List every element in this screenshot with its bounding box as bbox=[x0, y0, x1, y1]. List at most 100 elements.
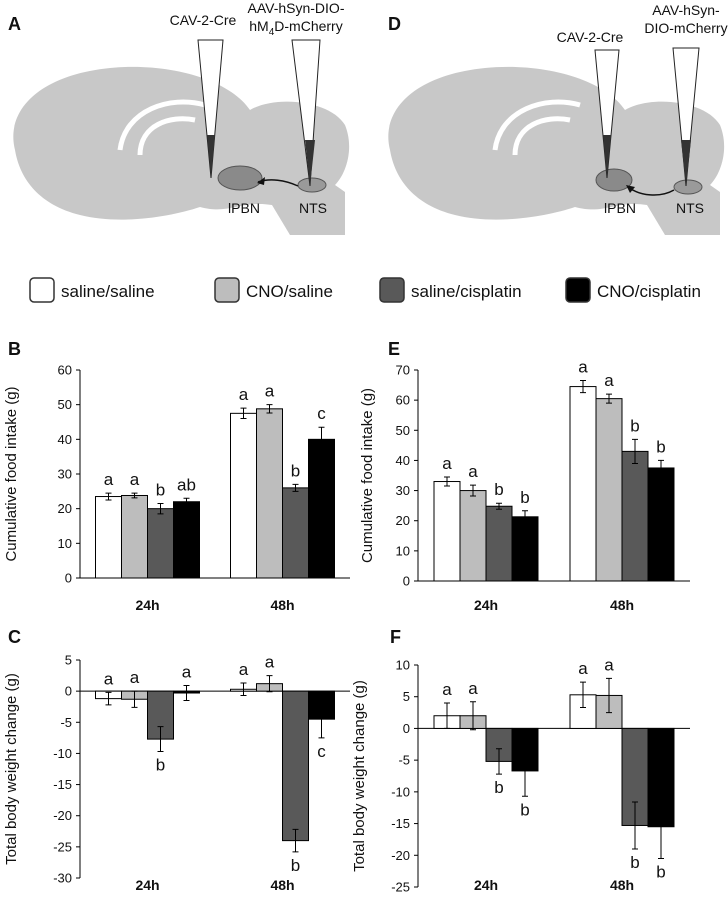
bar bbox=[95, 496, 122, 579]
error-bar bbox=[580, 380, 586, 394]
y-tick-label: 20 bbox=[58, 501, 72, 516]
bar bbox=[511, 516, 539, 582]
significance-letter: a bbox=[104, 470, 114, 489]
error-bar bbox=[240, 407, 247, 420]
y-tick-label: 40 bbox=[396, 453, 410, 468]
significance-letter: a bbox=[468, 679, 478, 698]
bar bbox=[647, 467, 675, 582]
error-bar bbox=[658, 459, 664, 476]
bar bbox=[308, 438, 335, 579]
panel-label: B bbox=[8, 339, 21, 359]
bar bbox=[485, 505, 513, 582]
bar bbox=[256, 408, 283, 579]
y-tick-label: 30 bbox=[396, 483, 410, 498]
pipette-label: AAV-hSyn- bbox=[652, 2, 720, 18]
pipette-tip bbox=[681, 140, 691, 186]
y-axis-label: Cumulative food intake (g) bbox=[3, 386, 20, 561]
error-bar bbox=[318, 426, 325, 452]
error-bar bbox=[522, 510, 528, 524]
y-tick-label: -25 bbox=[53, 839, 72, 854]
error-bar bbox=[105, 492, 112, 501]
error-bar bbox=[157, 726, 164, 753]
region-label: NTS bbox=[676, 200, 704, 216]
y-tick-label: -5 bbox=[60, 715, 72, 730]
label-part: D-mCherry bbox=[274, 18, 342, 34]
bar bbox=[459, 490, 487, 582]
significance-letter: a bbox=[130, 470, 140, 489]
y-tick-label: -30 bbox=[53, 871, 72, 886]
y-tick-label: 10 bbox=[396, 543, 410, 558]
region-label: lPBN bbox=[228, 200, 260, 216]
error-bar bbox=[266, 675, 273, 693]
legend-swatch bbox=[214, 277, 240, 303]
error-bar bbox=[658, 794, 664, 859]
error-bar bbox=[105, 691, 112, 706]
x-tick-label: 48h bbox=[610, 597, 634, 613]
region bbox=[297, 177, 327, 193]
bar bbox=[569, 386, 597, 582]
pipette-label: CAV-2-Cre bbox=[557, 29, 624, 45]
x-tick-label: 24h bbox=[474, 877, 498, 893]
y-tick-label: -20 bbox=[391, 848, 410, 863]
panel-label: A bbox=[8, 14, 21, 34]
x-tick-label: 48h bbox=[610, 877, 634, 893]
region bbox=[673, 179, 703, 195]
y-axis-label: Cumulative food intake (g) bbox=[359, 388, 376, 563]
legend: saline/saline CNO/saline saline/cisplatin C… bbox=[29, 277, 701, 303]
significance-letter: a bbox=[104, 669, 114, 688]
significance-letter: b bbox=[630, 853, 639, 872]
significance-letter: b bbox=[520, 800, 529, 819]
pipette-label: hM4D-mCherry bbox=[249, 18, 342, 38]
y-tick-label: 50 bbox=[396, 423, 410, 438]
significance-letter: b bbox=[520, 488, 529, 507]
error-bar bbox=[131, 690, 138, 708]
y-tick-label: -10 bbox=[391, 784, 410, 799]
error-bar bbox=[444, 476, 450, 487]
legend-swatch bbox=[379, 277, 405, 303]
brain bbox=[388, 66, 725, 235]
significance-letter: b bbox=[494, 778, 503, 797]
panel-label: C bbox=[8, 627, 21, 647]
brain-fold bbox=[492, 99, 581, 156]
y-tick-label: 40 bbox=[58, 432, 72, 447]
diagram-a: A CAV-2-Cre AAV-hSyn-DIO- hM4D-mCherry l… bbox=[8, 0, 350, 235]
significance-letter: b bbox=[291, 461, 300, 480]
y-axis-label: Total body weight change (g) bbox=[351, 680, 368, 872]
region bbox=[595, 168, 633, 192]
error-bar bbox=[496, 748, 502, 775]
bar bbox=[173, 501, 200, 579]
significance-letter: c bbox=[317, 742, 326, 761]
significance-letter: a bbox=[604, 371, 614, 390]
error-bar bbox=[496, 502, 502, 510]
x-tick-label: 24h bbox=[135, 597, 159, 613]
legend-label: CNO/saline bbox=[246, 282, 333, 301]
pipette-label: AAV-hSyn-DIO- bbox=[248, 0, 345, 16]
significance-letter: a bbox=[604, 655, 614, 674]
pipette bbox=[291, 39, 321, 187]
pipette bbox=[594, 49, 620, 179]
panel-label: D bbox=[388, 14, 401, 34]
bar bbox=[282, 690, 309, 842]
bar bbox=[121, 494, 148, 579]
pipette-label: CAV-2-Cre bbox=[170, 12, 237, 28]
error-bar bbox=[470, 701, 476, 731]
label-part: hM bbox=[249, 18, 268, 34]
error-bar bbox=[606, 393, 612, 404]
error-bar bbox=[183, 685, 190, 701]
pipette bbox=[672, 47, 700, 187]
legend-label: saline/cisplatin bbox=[411, 282, 522, 301]
significance-letter: b bbox=[630, 416, 639, 435]
error-bar bbox=[632, 438, 638, 464]
error-bar bbox=[183, 497, 190, 506]
y-tick-label: -20 bbox=[53, 808, 72, 823]
error-bar bbox=[240, 682, 247, 697]
significance-letter: a bbox=[578, 358, 588, 377]
y-tick-label: 0 bbox=[403, 721, 410, 736]
significance-letter: a bbox=[265, 653, 275, 672]
significance-letter: a bbox=[578, 659, 588, 678]
error-bar bbox=[157, 502, 164, 515]
error-bar bbox=[131, 492, 138, 499]
y-tick-label: 5 bbox=[65, 653, 72, 668]
